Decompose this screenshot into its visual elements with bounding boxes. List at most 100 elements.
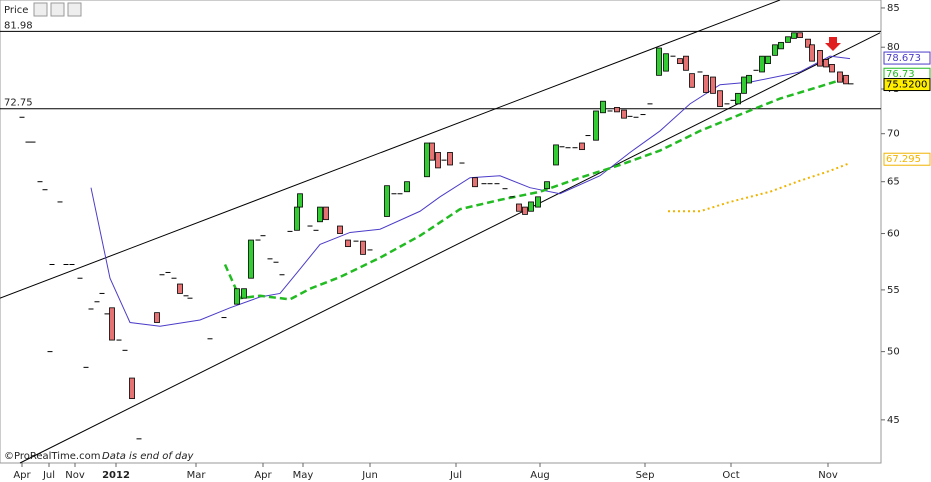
candle-body [829, 64, 835, 73]
series-end-label: 78.673 [886, 53, 921, 64]
candle-body [746, 74, 752, 84]
note: Data is end of day [102, 451, 195, 462]
candle-body [759, 55, 765, 73]
x-tick-label: Jul [42, 470, 55, 481]
candle-body [621, 109, 627, 119]
candle-body [345, 239, 351, 248]
toolbar-icons[interactable] [33, 2, 82, 17]
level-label: 81.98 [4, 20, 33, 31]
tool-icon[interactable] [67, 2, 82, 17]
x-tick-label: 2012 [102, 470, 130, 481]
candle-body [689, 73, 695, 88]
candle-body [817, 50, 823, 67]
chart-title: Price [4, 5, 28, 16]
series-end-label: 76.73 [886, 69, 915, 80]
y-tick-label: 80 [887, 42, 900, 53]
candle-body [778, 41, 784, 50]
candle-body [435, 152, 441, 169]
candle-body [154, 312, 160, 323]
y-tick-label: 55 [887, 285, 900, 296]
candle-body [337, 225, 343, 234]
x-tick-label: Apr [13, 470, 31, 481]
candle-body [809, 44, 815, 62]
y-tick-label: 60 [887, 229, 900, 240]
candle-body [317, 206, 323, 223]
x-tick-label: Sep [636, 470, 655, 481]
y-tick-label: 45 [887, 415, 900, 426]
x-tick-label: Oct [722, 470, 739, 481]
candle-body [843, 74, 849, 85]
candle-body [683, 55, 689, 71]
candle-body [805, 38, 811, 48]
candle-body [535, 196, 541, 208]
plot-area [0, 0, 882, 464]
candle-body [837, 71, 843, 83]
candle-body [710, 76, 716, 94]
x-tick-label: Jun [361, 470, 378, 481]
x-tick-label: May [293, 470, 314, 481]
candle-body [516, 203, 522, 212]
x-tick-label: Jul [449, 470, 462, 481]
moving-average [668, 162, 851, 213]
candle-body [404, 181, 410, 193]
y-tick-label: 50 [887, 347, 900, 358]
candle-body [447, 152, 453, 166]
candle-body [741, 76, 747, 94]
y-tick-label: 85 [887, 3, 900, 14]
candle-body [384, 185, 390, 217]
candle-body [129, 377, 135, 400]
candle-body [360, 240, 366, 255]
last-price-box [883, 78, 931, 92]
candle-body [429, 142, 435, 161]
moving-average [90, 55, 851, 327]
x-tick-label: Aug [530, 470, 550, 481]
trend-line [0, 0, 781, 299]
candle-body [677, 58, 683, 65]
candle-body [241, 288, 247, 299]
candle-body [600, 100, 606, 114]
candle-body [323, 206, 329, 221]
candle-body [297, 193, 303, 208]
candle-body [109, 307, 115, 341]
candle-body [703, 74, 709, 93]
candle-body [614, 107, 620, 113]
source: ©ProRealTime.com [4, 451, 100, 462]
candle-body [791, 32, 797, 39]
y-tick-label: 65 [887, 177, 900, 188]
x-tick-label: Mar [187, 470, 207, 481]
trend-line [19, 32, 881, 464]
candle-body [553, 144, 559, 166]
candle-body [772, 44, 778, 56]
candle-body [797, 32, 803, 38]
candle-body [248, 239, 254, 279]
candle-body [522, 206, 528, 215]
tool-icon[interactable] [33, 2, 48, 17]
last-price: 75.5200 [886, 80, 927, 91]
candle-body [785, 36, 791, 43]
moving-average [223, 75, 851, 301]
candle-body [735, 92, 741, 105]
candle-body [717, 90, 723, 107]
x-tick-label: Nov [65, 470, 85, 481]
candle-body [544, 181, 550, 190]
candle-body [593, 110, 599, 141]
x-tick-label: Apr [254, 470, 272, 481]
candle-body [234, 288, 240, 305]
candle-body [663, 53, 669, 72]
tool-icon[interactable] [50, 2, 65, 17]
candle-body [579, 142, 585, 151]
series-end-label: 67.295 [886, 154, 921, 165]
signal-arrow [825, 37, 841, 51]
series-end-label-box [883, 152, 931, 166]
candle-body [823, 59, 829, 68]
candle-body [656, 47, 662, 76]
series-end-label-box [883, 51, 931, 65]
candle-body [765, 55, 771, 65]
x-tick-label: Nov [818, 470, 838, 481]
level-label: 72.75 [4, 98, 33, 109]
candle-body [424, 142, 430, 178]
candle-body [528, 201, 534, 212]
candle-body [472, 177, 478, 188]
